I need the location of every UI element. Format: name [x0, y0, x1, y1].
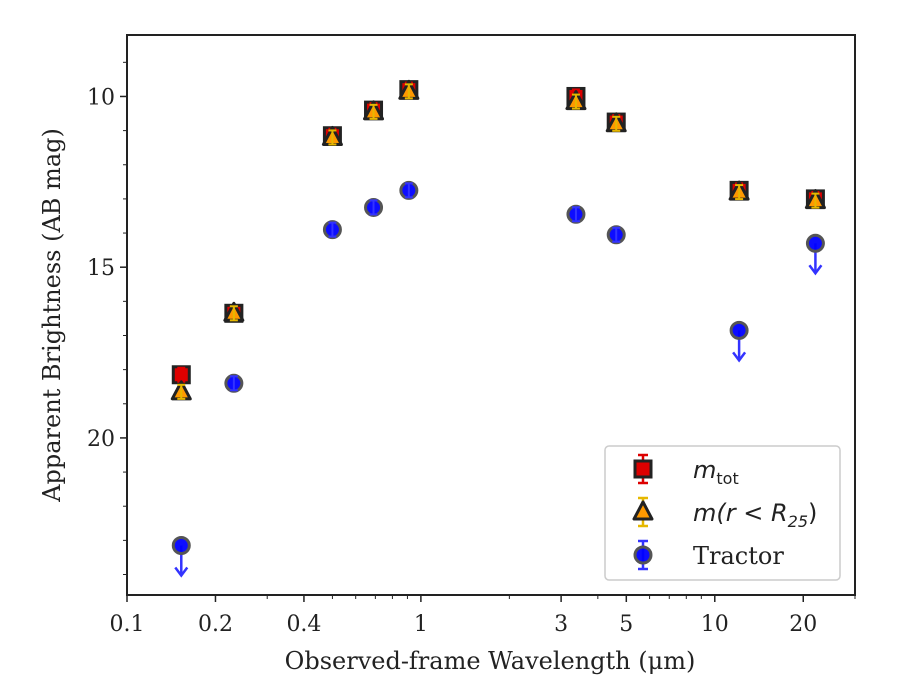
legend: mtot m(r < R25) Tractor: [604, 445, 841, 581]
x-tick-label: 0.1: [110, 612, 145, 637]
x-tick-label: 5: [619, 612, 633, 637]
upper-limit-arrowhead: [808, 264, 823, 276]
series-square: [171, 80, 825, 385]
series-triangle: [170, 79, 826, 401]
upper-limit-arrowhead: [732, 351, 747, 363]
x-tick-label: 0.2: [198, 612, 233, 637]
legend-box: [604, 445, 841, 581]
x-tick-label: 20: [789, 612, 817, 637]
legend-marker: [632, 500, 654, 521]
upper-limit-arrowhead: [174, 566, 189, 578]
legend-label: mtot: [693, 456, 739, 488]
data-point: [729, 320, 749, 340]
legend-entry: m(r < R25): [632, 496, 817, 531]
x-tick-label: 1: [414, 612, 428, 637]
legend-entry: mtot: [633, 453, 739, 488]
x-tick-label: 10: [701, 612, 729, 637]
legend-label: Tractor: [693, 542, 784, 570]
series-circle: [171, 180, 825, 578]
data-point: [171, 535, 191, 555]
axes: 0.1 0.2 0.4 1 3 5 10 20 10 15 20: [87, 34, 856, 637]
y-tick-label: 15: [87, 256, 115, 281]
legend-entry: Tractor: [633, 539, 784, 571]
legend-marker: [633, 545, 653, 565]
axes-frame: [126, 34, 856, 596]
y-tick-label: 10: [87, 85, 115, 110]
plot-area: [170, 79, 826, 578]
x-tick-label: 0.4: [286, 612, 321, 637]
legend-marker: [633, 459, 653, 479]
x-axis-title: Observed-frame Wavelength (μm): [285, 647, 696, 675]
y-tick-label: 20: [87, 427, 115, 452]
legend-label: m(r < R25): [693, 499, 817, 531]
x-tick-label: 3: [554, 612, 568, 637]
y-axis-title: Apparent Brightness (AB mag): [38, 128, 66, 503]
data-point: [805, 233, 825, 253]
